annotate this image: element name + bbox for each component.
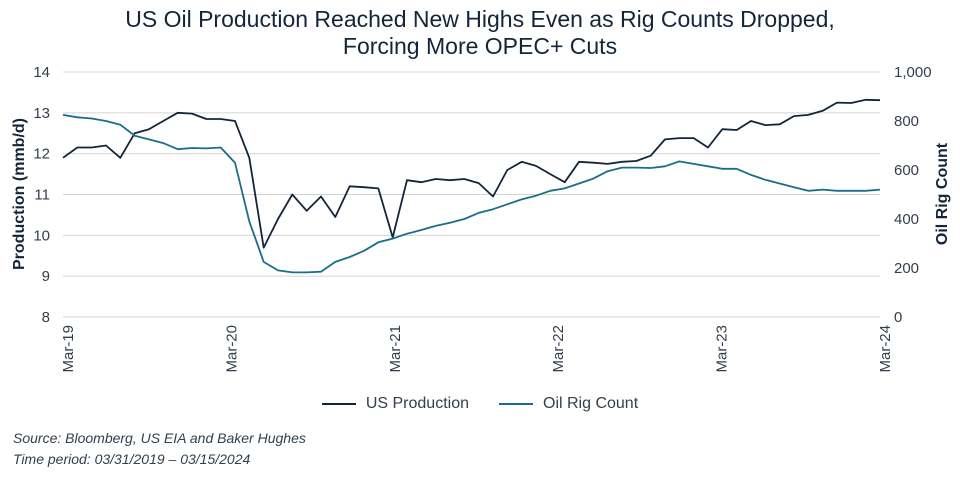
x-tick-label: Mar-23 <box>714 325 731 373</box>
x-tick-label: Mar-21 <box>387 325 404 373</box>
y2-tick-label: 0 <box>894 309 902 326</box>
x-tick-label: Mar-22 <box>550 325 567 373</box>
y-tick-label: 13 <box>33 105 50 122</box>
legend-swatch-production <box>321 403 356 405</box>
series-line-production <box>62 98 881 249</box>
x-tick-label: Mar-19 <box>60 325 77 373</box>
y2-tick-label: 1,000 <box>894 64 932 81</box>
left-axis-ticks: 14 13 12 11 10 9 8 <box>33 64 50 326</box>
legend-swatch-rig-count <box>499 403 533 405</box>
y-tick-label: 14 <box>33 64 50 81</box>
left-axis-label: Production (mmb/d) <box>11 118 28 270</box>
source-line: Source: Bloomberg, US EIA and Baker Hugh… <box>13 430 306 446</box>
y2-tick-label: 200 <box>894 260 919 277</box>
y2-tick-label: 400 <box>894 211 919 228</box>
chart-title-line-1: US Oil Production Reached New Highs Even… <box>125 6 835 32</box>
series-line-rig-count <box>62 114 881 274</box>
chart-title-line-2: Forcing More OPEC+ Cuts <box>342 33 618 59</box>
chart-title: US Oil Production Reached New Highs Even… <box>0 6 960 60</box>
y2-tick-label: 800 <box>894 113 919 130</box>
y-tick-label: 11 <box>34 187 50 204</box>
source-note: Source: Bloomberg, US EIA and Baker Hugh… <box>13 428 306 470</box>
time-period-line: Time period: 03/31/2019 – 03/15/2024 <box>13 451 251 467</box>
right-axis-label: Oil Rig Count <box>934 142 951 245</box>
series-lines <box>62 98 881 274</box>
y-tick-label: 10 <box>33 227 50 244</box>
x-tick-label: Mar-20 <box>223 325 240 373</box>
y-tick-label: 12 <box>33 146 50 163</box>
legend-label-rig-count: Oil Rig Count <box>543 395 639 412</box>
right-axis-ticks: 1,000 800 600 400 200 0 <box>894 64 932 326</box>
legend-label-production: US Production <box>365 395 469 412</box>
legend-item-production: US Production <box>321 395 469 413</box>
legend-item-rig-count: Oil Rig Count <box>499 395 638 413</box>
y2-tick-label: 600 <box>894 162 919 179</box>
legend: US Production Oil Rig Count <box>0 395 960 413</box>
gridlines <box>63 71 880 318</box>
x-tick-label: Mar-24 <box>877 325 894 373</box>
y-tick-label: 9 <box>42 268 50 285</box>
x-axis-ticks: Mar-19 Mar-20 Mar-21 Mar-22 Mar-23 Mar-24 <box>60 325 894 373</box>
y-tick-label: 8 <box>42 309 50 326</box>
